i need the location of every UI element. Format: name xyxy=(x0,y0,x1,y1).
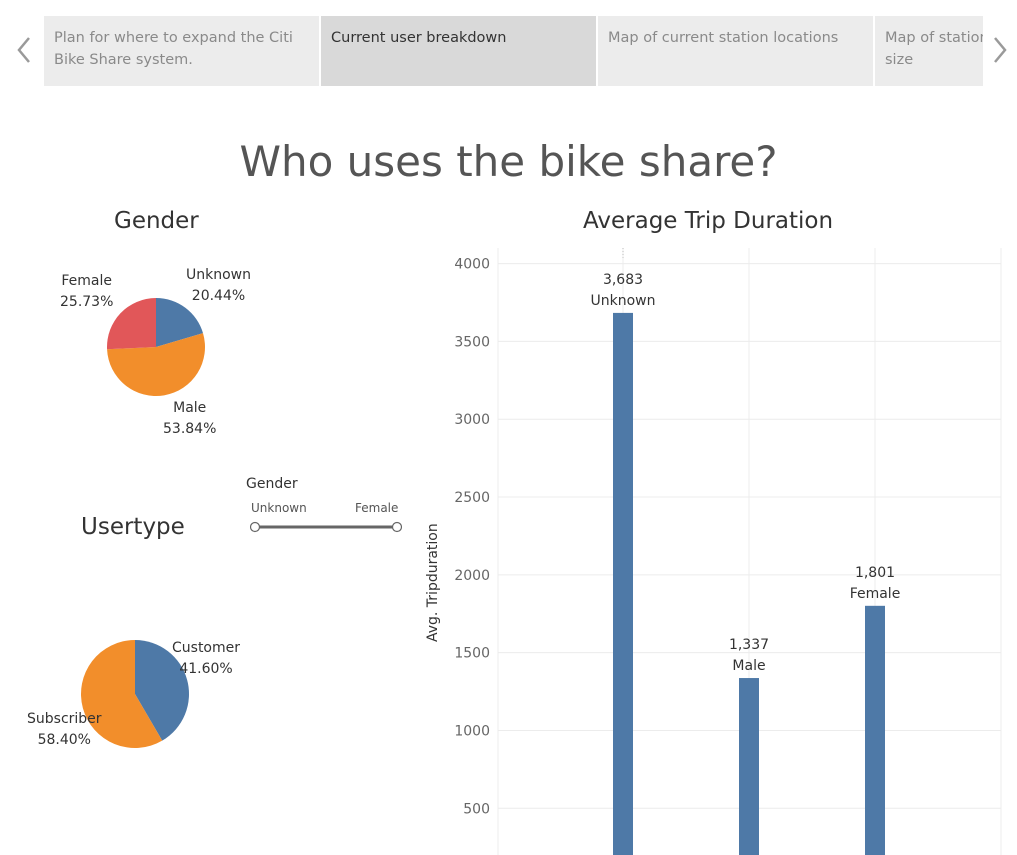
gender-female-label: Female 25.73% xyxy=(60,271,113,313)
gender-female-name: Female xyxy=(61,273,112,289)
y-tick-label: 1000 xyxy=(454,723,490,739)
usertype-customer-name: Customer xyxy=(172,640,241,656)
story-tab-user-breakdown[interactable]: Current user breakdown xyxy=(321,16,598,86)
slider-min-handle[interactable] xyxy=(250,521,261,533)
bar-value-label: 1,337 xyxy=(729,637,769,653)
story-tab-plan[interactable]: Plan for where to expand the Citi Bike S… xyxy=(44,16,321,86)
prev-story-point-button[interactable] xyxy=(12,30,36,70)
gender-unknown-label: Unknown 20.44% xyxy=(186,265,251,307)
usertype-customer-label: Customer 41.60% xyxy=(172,638,240,680)
gender-female-pct: 25.73% xyxy=(60,294,114,310)
story-tab-household-map[interactable]: Map of stations and household size xyxy=(875,16,983,86)
y-tick-label: 3500 xyxy=(454,334,490,350)
gender-unknown-name: Unknown xyxy=(186,267,251,283)
trip-duration-chart-title: Average Trip Duration xyxy=(583,208,834,234)
y-tick-label: 2500 xyxy=(454,490,490,506)
gender-filter-max-label: Female xyxy=(355,501,399,515)
bar-male[interactable] xyxy=(739,678,759,855)
chevron-left-icon xyxy=(17,37,30,63)
usertype-subscriber-label: Subscriber 58.40% xyxy=(27,709,102,751)
gender-pie-chart xyxy=(107,298,205,397)
gender-filter-min-label: Unknown xyxy=(251,501,307,515)
gender-male-name: Male xyxy=(173,400,207,416)
y-tick-label: 2000 xyxy=(454,568,490,584)
bar-female[interactable] xyxy=(865,605,885,855)
y-tick-label: 1500 xyxy=(454,646,490,662)
bar-category-label: Male xyxy=(732,658,765,674)
gender-male-label: Male 53.84% xyxy=(163,398,216,440)
y-tick-label: 4000 xyxy=(454,257,490,273)
bar-category-label: Female xyxy=(850,586,901,602)
slider-max-handle[interactable] xyxy=(391,521,402,533)
story-tab-station-map[interactable]: Map of current station locations xyxy=(598,16,875,86)
usertype-subscriber-name: Subscriber xyxy=(27,711,102,727)
chevron-right-icon xyxy=(994,37,1007,63)
usertype-pie-chart xyxy=(80,640,189,748)
gender-unknown-pct: 20.44% xyxy=(191,288,246,304)
bar-value-label: 3,683 xyxy=(603,272,643,288)
gender-slice-male[interactable] xyxy=(107,333,205,397)
gender-slice-female[interactable] xyxy=(107,298,156,350)
usertype-slice-customer[interactable] xyxy=(135,640,189,741)
usertype-pie-title: Usertype xyxy=(81,514,185,540)
y-tick-label: 3000 xyxy=(454,412,490,428)
gender-filter-title: Gender xyxy=(246,476,298,492)
usertype-subscriber-pct: 58.40% xyxy=(37,732,91,748)
y-axis-label: Avg. Tripduration xyxy=(425,523,441,642)
usertype-slice-subscriber[interactable] xyxy=(80,640,163,748)
trip-duration-bar-chart: 500 1000 1500 2000 2500 3000 3500 4000 Avg. Trip… xyxy=(425,248,1002,855)
gender-range-slider[interactable] xyxy=(250,519,402,535)
y-tick-label: 500 xyxy=(463,801,490,817)
bar-unknown[interactable] xyxy=(613,312,633,855)
gender-slice-unknown[interactable] xyxy=(156,298,204,347)
gender-male-pct: 53.84% xyxy=(163,421,217,437)
story-navigator: Plan for where to expand the Citi Bike S… xyxy=(44,16,983,86)
bar-category-label: Unknown xyxy=(591,293,656,309)
gender-pie-title: Gender xyxy=(114,208,199,234)
usertype-customer-pct: 41.60% xyxy=(179,661,233,677)
next-story-point-button[interactable] xyxy=(988,30,1012,70)
dashboard-title: Who uses the bike share? xyxy=(239,137,778,186)
bar-value-label: 1,801 xyxy=(855,565,895,581)
